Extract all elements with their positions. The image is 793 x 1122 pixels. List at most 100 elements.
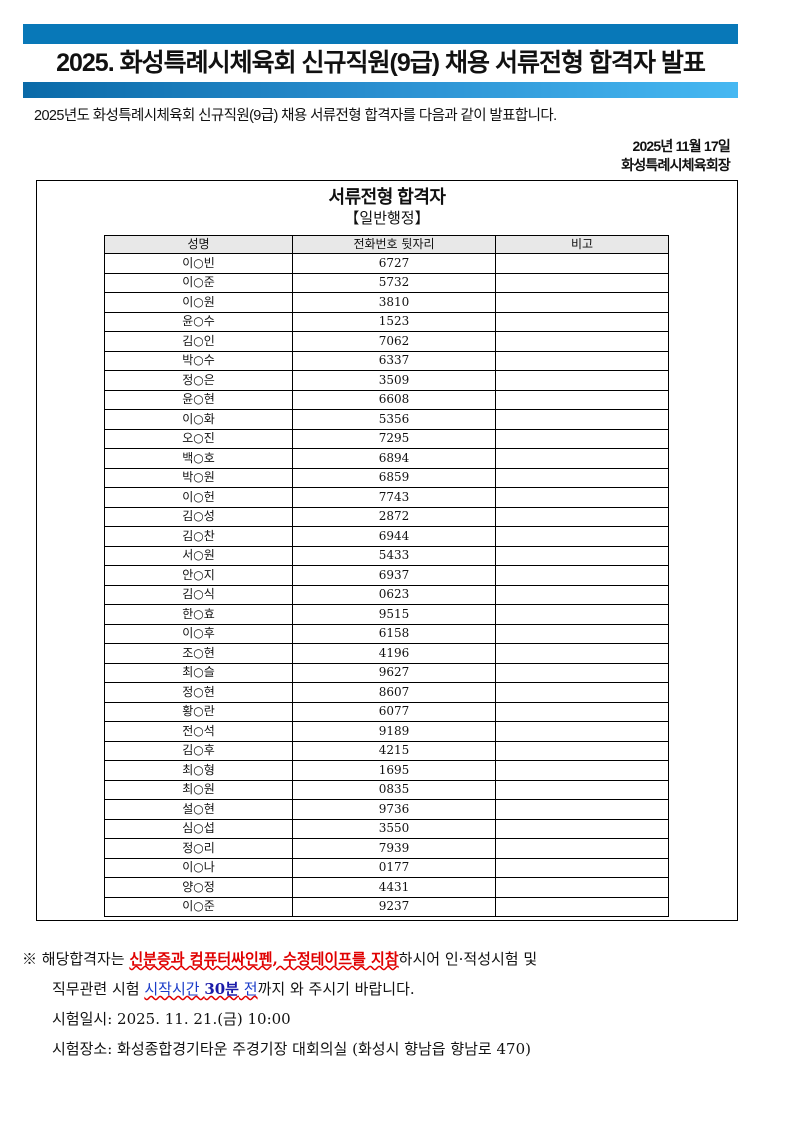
cell-phone: 5732 <box>292 272 496 293</box>
note-highlight: 30분 <box>204 980 239 998</box>
table-row: 김○식 0623 <box>104 584 669 605</box>
cell-phone: 6727 <box>292 253 496 274</box>
cell-phone: 4431 <box>292 877 496 898</box>
cell-note <box>495 311 669 332</box>
cell-note <box>495 253 669 274</box>
table-row: 박○원 6859 <box>104 467 669 488</box>
cell-phone: 0623 <box>292 584 496 605</box>
table-row: 황○란 6077 <box>104 701 669 722</box>
note-text: 해당합격자는 <box>37 950 130 968</box>
cell-name: 김○후 <box>104 740 293 761</box>
results-subtitle: 【일반행정】 <box>344 209 430 227</box>
cell-phone: 7062 <box>292 331 496 352</box>
cell-note <box>495 467 669 488</box>
cell-note <box>495 370 669 391</box>
table-row: 이○준 5732 <box>104 272 669 293</box>
cell-phone: 0177 <box>292 857 496 878</box>
cell-name: 이○준 <box>104 896 293 917</box>
table-row: 박○수 6337 <box>104 350 669 371</box>
cell-name: 이○나 <box>104 857 293 878</box>
cell-phone: 9237 <box>292 896 496 917</box>
cell-name: 안○지 <box>104 565 293 586</box>
cell-phone: 8607 <box>292 682 496 703</box>
cell-name: 설○현 <box>104 799 293 820</box>
note-text: 하시어 인·적성시험 및 <box>398 950 538 968</box>
cell-note <box>495 331 669 352</box>
cell-phone: 6608 <box>292 389 496 410</box>
table-row: 정○은 3509 <box>104 370 669 391</box>
cell-name: 조○현 <box>104 643 293 664</box>
cell-note <box>495 604 669 625</box>
cell-phone: 5356 <box>292 409 496 430</box>
cell-phone: 2872 <box>292 506 496 527</box>
issuer: 화성특례시체육회장 <box>621 157 731 173</box>
cell-phone: 4215 <box>292 740 496 761</box>
cell-note <box>495 584 669 605</box>
cell-name: 최○원 <box>104 779 293 800</box>
page-title: 2025. 화성특례시체육회 신규직원(9급) 채용 서류전형 합격자 발표 <box>56 49 706 77</box>
cell-note <box>495 662 669 683</box>
cell-note <box>495 838 669 859</box>
cell-phone: 6077 <box>292 701 496 722</box>
cell-name: 박○원 <box>104 467 293 488</box>
table-row: 오○진 7295 <box>104 428 669 449</box>
table-row: 이○빈 6727 <box>104 253 669 274</box>
note-highlight: 전 <box>239 980 258 998</box>
note-text: 직무관련 시험 <box>52 980 145 998</box>
cell-phone: 3509 <box>292 370 496 391</box>
notes: ※ 해당합격자는 신분증과 컴퓨터싸인펜, 수정테이프를 지참하시어 인·적성시… <box>22 944 767 1064</box>
cell-name: 이○원 <box>104 292 293 313</box>
cell-note <box>495 448 669 469</box>
header-top-bar <box>23 24 738 44</box>
announcement-date: 2025년 11월 17일 <box>632 138 730 154</box>
cell-name: 한○효 <box>104 604 293 625</box>
cell-note <box>495 760 669 781</box>
cell-name: 이○준 <box>104 272 293 293</box>
note-text: 까지 와 주시기 바랍니다. <box>257 980 415 998</box>
cell-phone: 3550 <box>292 818 496 839</box>
cell-note <box>495 877 669 898</box>
cell-note <box>495 643 669 664</box>
cell-note <box>495 682 669 703</box>
table-row: 최○형 1695 <box>104 760 669 781</box>
table-row: 설○현 9736 <box>104 799 669 820</box>
note-line-1: ※ 해당합격자는 신분증과 컴퓨터싸인펜, 수정테이프를 지참하시어 인·적성시… <box>22 944 767 974</box>
cell-name: 김○인 <box>104 331 293 352</box>
table-row: 정○리 7939 <box>104 838 669 859</box>
cell-name: 백○호 <box>104 448 293 469</box>
cell-phone: 9736 <box>292 799 496 820</box>
cell-note <box>495 409 669 430</box>
cell-phone: 1523 <box>292 311 496 332</box>
table-row: 이○원 3810 <box>104 292 669 313</box>
cell-note <box>495 292 669 313</box>
cell-name: 박○수 <box>104 350 293 371</box>
cell-phone: 4196 <box>292 643 496 664</box>
cell-name: 심○섭 <box>104 818 293 839</box>
cell-note <box>495 740 669 761</box>
table-row: 이○화 5356 <box>104 409 669 430</box>
cell-phone: 1695 <box>292 760 496 781</box>
table-row: 이○나 0177 <box>104 857 669 878</box>
cell-name: 정○리 <box>104 838 293 859</box>
table-row: 윤○현 6608 <box>104 389 669 410</box>
cell-note <box>495 857 669 878</box>
cell-phone: 7939 <box>292 838 496 859</box>
note-highlight: 시작시간 <box>144 980 205 998</box>
cell-name: 이○빈 <box>104 253 293 274</box>
header-bottom-bar <box>23 82 738 98</box>
table-row: 한○효 9515 <box>104 604 669 625</box>
cell-phone: 7743 <box>292 487 496 508</box>
cell-name: 전○석 <box>104 721 293 742</box>
col-note: 비고 <box>495 235 669 254</box>
intro-text: 2025년도 화성특례시체육회 신규직원(9급) 채용 서류전형 합격자를 다음… <box>34 108 557 124</box>
table-row: 백○호 6894 <box>104 448 669 469</box>
cell-note <box>495 389 669 410</box>
cell-note <box>495 428 669 449</box>
cell-note <box>495 506 669 527</box>
cell-name: 정○현 <box>104 682 293 703</box>
cell-name: 양○정 <box>104 877 293 898</box>
col-name: 성명 <box>104 235 293 254</box>
note-line-2: 직무관련 시험 시작시간 30분 전까지 와 주시기 바랍니다. <box>22 974 767 1004</box>
table-row: 양○정 4431 <box>104 877 669 898</box>
cell-phone: 0835 <box>292 779 496 800</box>
